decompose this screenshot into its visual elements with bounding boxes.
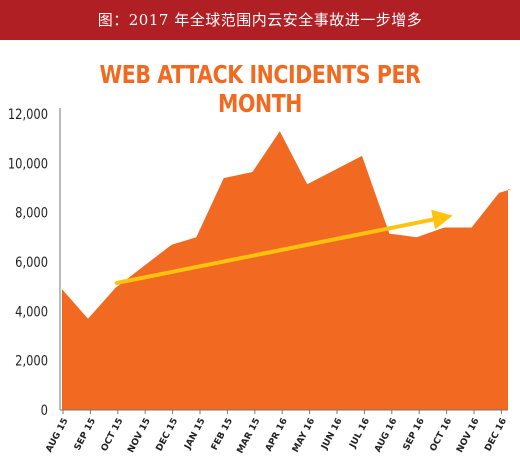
x-tick-label: FEB 15 — [210, 417, 235, 452]
x-tick-label: JAN 15 — [183, 417, 208, 452]
x-tick-label: MAY 16 — [291, 417, 317, 455]
y-tick-label: 8,000 — [15, 206, 48, 222]
x-tick-label: OCT 16 — [428, 417, 454, 454]
x-tick-label: DEC 16 — [483, 417, 509, 453]
y-tick-label: 6,000 — [15, 255, 48, 271]
x-tick-label: NOV 15 — [126, 417, 152, 455]
x-tick-label: JUN 16 — [319, 417, 344, 452]
x-tick-label: SEP 15 — [73, 417, 98, 453]
y-tick-label: 0 — [41, 403, 48, 419]
figure-caption: 图：2017 年全球范围内云安全事故进一步增多 — [97, 11, 423, 29]
area-series — [62, 131, 512, 411]
chart-title: WEB ATTACK INCIDENTS PER MONTH — [99, 60, 421, 118]
x-tick-label: JUL 16 — [348, 417, 372, 451]
x-tick-label: SEP 16 — [402, 417, 427, 453]
y-tick-label: 2,000 — [15, 354, 48, 370]
y-tick-label: 12,000 — [8, 107, 48, 123]
trend-arrow — [114, 209, 453, 285]
y-tick-label: 4,000 — [15, 304, 48, 320]
x-tick-label: APR 16 — [264, 417, 290, 454]
caption-bar — [0, 0, 520, 40]
x-tick-label: MAR 15 — [236, 417, 263, 456]
x-tick-label: OCT 15 — [100, 417, 126, 454]
y-tick-label: 10,000 — [8, 156, 48, 172]
x-tick-label: NOV 16 — [455, 417, 481, 455]
x-tick-label: AUG 16 — [373, 417, 399, 454]
x-tick-label: DEC 15 — [155, 417, 181, 453]
x-tick-label: AUG 15 — [44, 417, 70, 454]
